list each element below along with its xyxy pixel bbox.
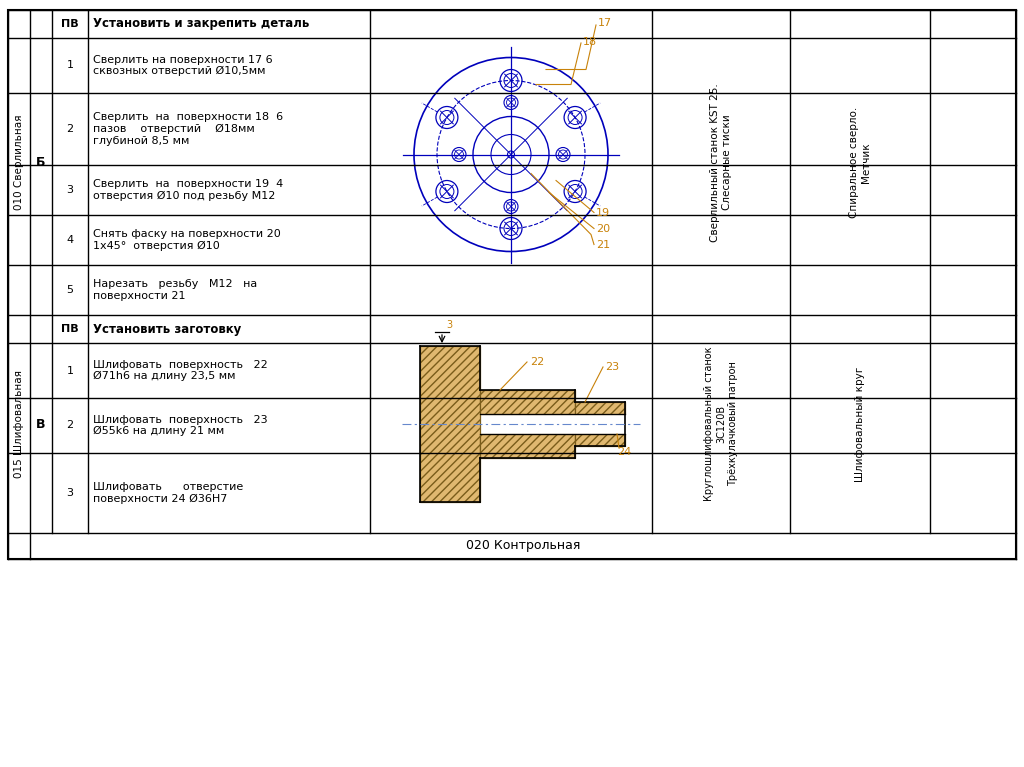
Polygon shape xyxy=(480,390,575,414)
Text: 24: 24 xyxy=(617,447,631,457)
Text: Сверлильный станок KST 25.
Слесарные тиски: Сверлильный станок KST 25. Слесарные тис… xyxy=(711,83,732,242)
Text: ПВ: ПВ xyxy=(61,324,79,334)
Text: Сверлить  на  поверхности 19  4
отверстия Ø10 под резьбу М12: Сверлить на поверхности 19 4 отверстия Ø… xyxy=(93,179,284,201)
Text: Спиральное сверло.
Метчик: Спиральное сверло. Метчик xyxy=(849,107,870,218)
Text: ПВ: ПВ xyxy=(61,19,79,29)
Text: 020 Контрольная: 020 Контрольная xyxy=(466,539,581,552)
Text: 18: 18 xyxy=(583,37,597,47)
Text: 3: 3 xyxy=(67,185,74,195)
Text: 23: 23 xyxy=(605,362,620,372)
Text: 1: 1 xyxy=(67,366,74,376)
Text: Установить и закрепить деталь: Установить и закрепить деталь xyxy=(93,18,309,31)
Text: 4: 4 xyxy=(67,235,74,245)
Text: 3: 3 xyxy=(67,488,74,498)
Text: 2: 2 xyxy=(67,124,74,134)
Polygon shape xyxy=(420,346,480,502)
Polygon shape xyxy=(480,434,575,458)
Text: Установить заготовку: Установить заготовку xyxy=(93,322,242,335)
Text: 3: 3 xyxy=(446,320,453,330)
Text: 1: 1 xyxy=(67,61,74,71)
Text: Сверлить  на  поверхности 18  6
пазов    отверстий    Ø18мм
глубиной 8,5 мм: Сверлить на поверхности 18 6 пазов отвер… xyxy=(93,112,283,146)
Text: Круглошлифовальный станок
3С120В
Трёхкулачковый патрон: Круглошлифовальный станок 3С120В Трёхкул… xyxy=(705,347,737,502)
Text: Шлифовать      отверстие
поверхности 24 Ø36H7: Шлифовать отверстие поверхности 24 Ø36H7 xyxy=(93,482,244,504)
Text: 5: 5 xyxy=(67,285,74,295)
Text: Шлифовальный круг: Шлифовальный круг xyxy=(855,367,865,482)
Text: Шлифовать  поверхность   22
Ø71h6 на длину 23,5 мм: Шлифовать поверхность 22 Ø71h6 на длину … xyxy=(93,360,267,381)
Text: 17: 17 xyxy=(598,18,612,28)
Text: Б: Б xyxy=(36,156,46,169)
Text: 2: 2 xyxy=(67,420,74,430)
Text: 19: 19 xyxy=(596,208,610,218)
Text: 010 Сверлильная: 010 Сверлильная xyxy=(14,115,24,210)
Bar xyxy=(8,10,1016,559)
Text: Шлифовать  поверхность   23
Ø55k6 на длину 21 мм: Шлифовать поверхность 23 Ø55k6 на длину … xyxy=(93,415,267,436)
Text: В: В xyxy=(36,417,46,430)
Text: 22: 22 xyxy=(530,357,544,367)
Text: 20: 20 xyxy=(596,223,610,233)
Text: Сверлить на поверхности 17 6
сквозных отверстий Ø10,5мм: Сверлить на поверхности 17 6 сквозных от… xyxy=(93,54,272,77)
Text: Снять фаску на поверхности 20
1х45°  отверстия Ø10: Снять фаску на поверхности 20 1х45° отве… xyxy=(93,229,281,251)
Text: 21: 21 xyxy=(596,239,610,249)
Text: Нарезать   резьбу   М12   на
поверхности 21: Нарезать резьбу М12 на поверхности 21 xyxy=(93,279,257,301)
Polygon shape xyxy=(575,402,625,414)
Text: 015 Шлифовальная: 015 Шлифовальная xyxy=(14,370,24,478)
Polygon shape xyxy=(575,434,625,446)
